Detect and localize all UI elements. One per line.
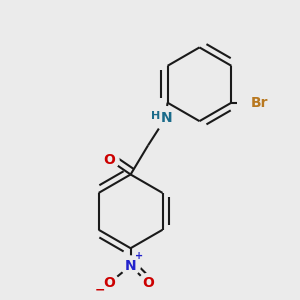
Text: +: + <box>135 251 143 261</box>
Circle shape <box>138 273 158 293</box>
Text: O: O <box>142 276 154 290</box>
Text: H: H <box>151 111 160 121</box>
Text: Br: Br <box>251 96 268 110</box>
Text: O: O <box>103 153 115 167</box>
Text: N: N <box>125 259 136 273</box>
Circle shape <box>100 273 119 293</box>
Circle shape <box>121 256 140 275</box>
Text: O: O <box>103 276 115 290</box>
Circle shape <box>154 106 177 130</box>
Text: N: N <box>161 111 172 125</box>
Circle shape <box>100 150 119 170</box>
Text: −: − <box>94 284 105 296</box>
Circle shape <box>245 90 270 115</box>
